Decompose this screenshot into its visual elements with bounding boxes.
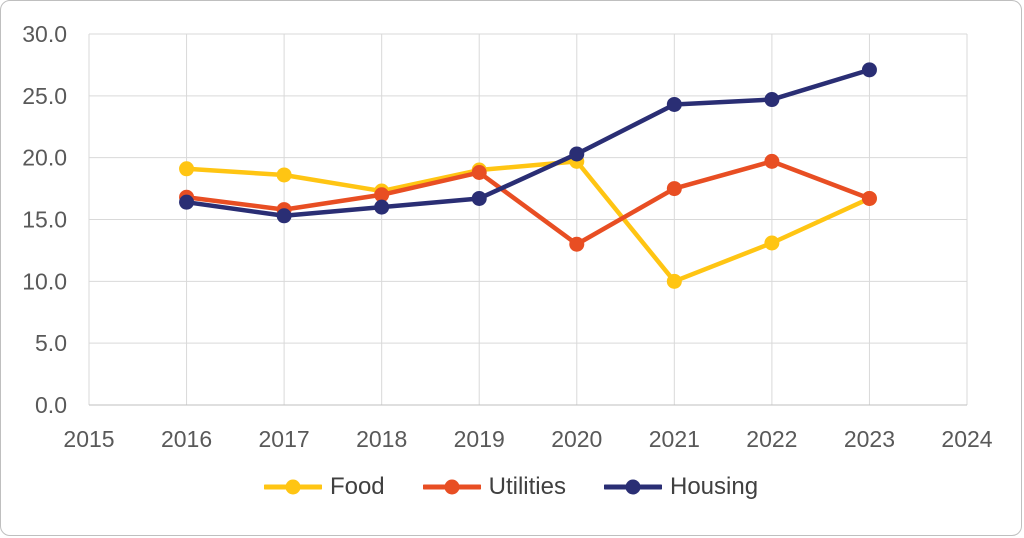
series-line-utilities [184, 159, 872, 247]
y-axis-tick-label: 10.0 [22, 268, 67, 294]
data-point-utilities [861, 190, 877, 206]
series-line-housing [184, 67, 872, 219]
x-axis-tick-label: 2020 [551, 426, 602, 452]
data-point-housing [374, 199, 390, 215]
data-point-housing [276, 208, 292, 224]
data-point-food [276, 167, 292, 183]
legend-item-housing: Housing [603, 473, 759, 500]
y-axis-tick-label: 5.0 [35, 330, 67, 356]
y-axis-tick-label: 25.0 [22, 83, 67, 109]
x-axis-tick-label: 2023 [844, 426, 895, 452]
x-axis-tick-label: 2018 [356, 426, 407, 452]
data-point-housing [861, 62, 877, 78]
y-axis-tick-label: 15.0 [22, 207, 67, 233]
x-axis-tick-label: 2016 [161, 426, 212, 452]
data-point-housing [471, 190, 487, 206]
data-point-utilities [471, 165, 487, 181]
x-axis-tick-label: 2015 [63, 426, 114, 452]
data-point-housing [666, 96, 682, 112]
y-axis-tick-label: 20.0 [22, 145, 67, 171]
legend-marker-icon [422, 479, 481, 495]
x-axis-tick-label: 2022 [746, 426, 797, 452]
legend-item-food: Food [263, 473, 385, 500]
x-axis-tick-label: 2024 [941, 426, 992, 452]
y-axis-tick-label: 30.0 [22, 21, 67, 47]
legend-label: Housing [669, 473, 759, 500]
legend-marker-icon [603, 479, 662, 495]
series-line-food [184, 159, 872, 284]
data-point-utilities [569, 236, 585, 252]
data-point-housing [179, 194, 195, 210]
chart-legend: Food Utilities Housing [1, 475, 1021, 499]
data-point-housing [569, 146, 585, 162]
legend-item-utilities: Utilities [422, 473, 566, 500]
x-axis-tick-label: 2019 [454, 426, 505, 452]
data-point-food [764, 235, 780, 251]
data-point-food [666, 273, 682, 289]
legend-marker-icon [263, 479, 322, 495]
y-axis-tick-label: 0.0 [35, 392, 67, 418]
data-point-utilities [374, 187, 390, 203]
legend-label: Food [329, 473, 385, 500]
data-point-utilities [666, 181, 682, 197]
x-axis-tick-label: 2017 [259, 426, 310, 452]
x-axis-tick-label: 2021 [649, 426, 700, 452]
legend-label: Utilities [488, 473, 566, 500]
data-point-utilities [764, 153, 780, 169]
data-point-housing [764, 92, 780, 108]
data-point-food [179, 161, 195, 177]
